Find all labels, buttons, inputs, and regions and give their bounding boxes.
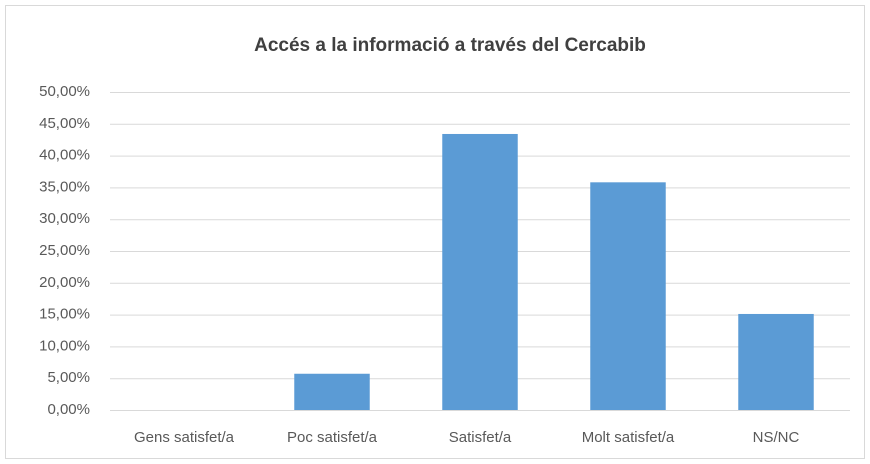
y-tick-label: 50,00%	[39, 83, 90, 100]
bar	[442, 133, 518, 410]
bar	[294, 373, 370, 410]
chart-border	[5, 5, 865, 459]
y-tick-label: 30,00%	[39, 210, 90, 227]
y-tick-label: 0,00%	[47, 401, 90, 418]
x-tick-label: Satisfet/a	[449, 429, 512, 446]
y-tick-label: 25,00%	[39, 242, 90, 259]
x-tick-label: Gens satisfet/a	[134, 429, 235, 446]
bar	[590, 182, 666, 410]
y-tick-label: 20,00%	[39, 274, 90, 291]
bar	[738, 313, 814, 410]
y-tick-label: 15,00%	[39, 306, 90, 323]
x-tick-label: NS/NC	[753, 429, 800, 446]
y-tick-label: 40,00%	[39, 147, 90, 164]
x-tick-label: Poc satisfet/a	[287, 429, 378, 446]
y-tick-label: 35,00%	[39, 178, 90, 195]
x-tick-label: Molt satisfet/a	[582, 429, 675, 446]
y-tick-label: 5,00%	[47, 369, 90, 386]
y-tick-label: 45,00%	[39, 115, 90, 132]
y-tick-label: 10,00%	[39, 337, 90, 354]
chart-title: Accés a la informació a través del Cerca…	[254, 35, 646, 56]
